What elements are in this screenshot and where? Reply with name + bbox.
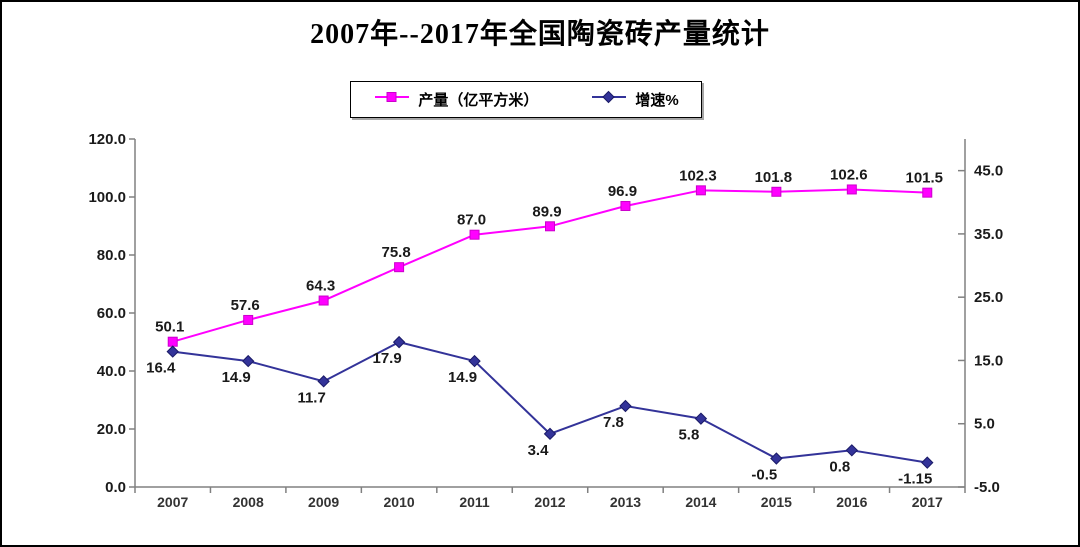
right-axis-tick-label: 25.0 <box>974 289 1003 306</box>
production-point-marker <box>545 221 555 232</box>
growth-point-marker <box>543 427 557 441</box>
growth-data-label: 17.9 <box>372 350 401 367</box>
x-axis-year-label: 2009 <box>308 494 339 510</box>
production-data-label: 89.9 <box>532 203 561 220</box>
growth-data-label: 14.9 <box>222 369 251 386</box>
growth-line <box>172 341 928 464</box>
x-axis-year-label: 2013 <box>610 494 641 510</box>
right-axis-tick-label: 5.0 <box>974 416 995 433</box>
x-axis-year-label: 2007 <box>157 494 188 510</box>
growth-data-label: 0.8 <box>829 458 850 475</box>
right-axis-tick-label: 45.0 <box>974 163 1003 180</box>
x-axis-year-label: 2016 <box>836 494 867 510</box>
production-data-label: 101.8 <box>755 169 793 186</box>
x-axis-year-label: 2008 <box>233 494 264 510</box>
left-axis-tick-label: 60.0 <box>97 305 126 322</box>
production-point-marker <box>922 187 933 198</box>
production-data-label: 102.6 <box>830 166 868 183</box>
left-axis-tick-label: 20.0 <box>97 421 126 438</box>
production-data-label: 57.6 <box>231 297 260 314</box>
growth-data-label: 16.4 <box>146 360 176 377</box>
left-axis-tick-label: 40.0 <box>97 363 126 380</box>
production-data-label: 50.1 <box>155 319 184 336</box>
production-point-marker <box>318 295 329 306</box>
legend: 产量（亿平方米） 增速% <box>350 81 702 118</box>
growth-data-label: 3.4 <box>528 442 550 459</box>
production-point-marker <box>469 229 480 240</box>
production-data-label: 87.0 <box>457 212 486 229</box>
right-axis-tick-label: -5.0 <box>974 479 1000 496</box>
growth-point-marker <box>166 345 179 358</box>
production-point-marker <box>695 185 706 196</box>
production-data-label: 102.3 <box>679 167 717 184</box>
growth-line-marker-icon <box>590 90 628 109</box>
growth-data-label: 5.8 <box>678 427 699 444</box>
growth-data-label: 11.7 <box>297 389 325 406</box>
production-data-label: 101.5 <box>905 170 943 187</box>
production-point-marker <box>771 186 782 197</box>
growth-point-marker <box>694 412 708 425</box>
growth-data-label: -0.5 <box>751 467 777 484</box>
production-point-marker <box>167 336 178 347</box>
left-axis-tick-label: 120.0 <box>88 131 126 148</box>
right-axis-tick-label: 35.0 <box>974 226 1003 243</box>
x-axis-year-label: 2011 <box>459 494 490 510</box>
chart-title: 2007年--2017年全国陶瓷砖产量统计 <box>310 19 770 50</box>
growth-point-marker <box>619 399 632 413</box>
growth-point-marker <box>845 444 859 457</box>
production-point-marker <box>846 184 857 195</box>
growth-data-label: 14.9 <box>448 369 477 386</box>
x-axis-year-label: 2014 <box>685 494 716 510</box>
legend-item-production: 产量（亿平方米） <box>373 89 538 110</box>
left-axis-tick-label: 0.0 <box>105 479 126 496</box>
production-point-marker <box>243 314 254 325</box>
growth-point-marker <box>770 452 783 465</box>
left-axis-tick-label: 80.0 <box>97 247 126 264</box>
legend-label-production: 产量（亿平方米） <box>418 92 539 109</box>
x-axis-year-label: 2010 <box>384 494 415 510</box>
growth-data-label: 7.8 <box>603 414 624 431</box>
growth-point-marker <box>392 335 406 349</box>
growth-point-marker <box>921 456 934 469</box>
growth-data-label: -1.15 <box>898 471 932 488</box>
growth-point-marker <box>317 375 330 388</box>
production-data-label: 64.3 <box>306 278 335 295</box>
production-point-marker <box>394 262 405 273</box>
left-axis-tick-label: 100.0 <box>88 189 126 206</box>
production-line-marker-icon <box>373 90 411 109</box>
right-axis-tick-label: 15.0 <box>974 352 1003 369</box>
production-data-label: 96.9 <box>608 183 637 200</box>
legend-label-growth: 增速% <box>635 92 679 109</box>
production-data-label: 75.8 <box>381 244 410 261</box>
production-point-marker <box>620 200 631 211</box>
growth-point-marker <box>468 354 481 368</box>
growth-point-marker <box>241 354 255 368</box>
legend-item-growth: 增速% <box>590 89 679 110</box>
x-axis-year-label: 2012 <box>534 494 565 510</box>
x-axis-year-label: 2015 <box>761 494 792 510</box>
x-axis-year-label: 2017 <box>912 494 943 510</box>
